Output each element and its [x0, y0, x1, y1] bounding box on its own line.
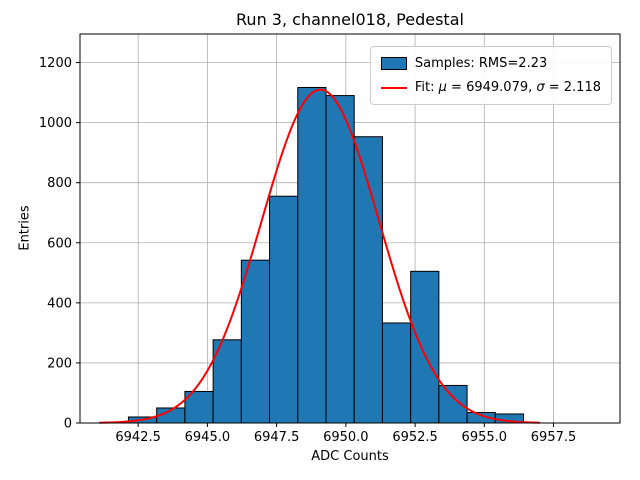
x-tick-label: 6952.5: [392, 430, 438, 445]
x-tick-label: 6957.5: [531, 430, 577, 445]
histogram-bar: [212, 339, 242, 424]
y-axis-label: Entries: [17, 205, 33, 251]
fit-label-text: Fit:: [414, 80, 439, 95]
histogram-bar: [269, 195, 299, 424]
legend: Samples: RMS=2.23 Fit: μ = 6949.079, σ =…: [369, 46, 612, 105]
fit-line-swatch-icon: [380, 86, 407, 89]
histogram-bar: [381, 322, 412, 424]
histogram-bar: [297, 86, 327, 424]
y-tick-label: 200: [47, 356, 72, 371]
x-tick-label: 6950.0: [323, 430, 369, 445]
x-tick-label: 6945.0: [185, 430, 231, 445]
y-tick-label: 0: [64, 417, 72, 432]
y-tick-label: 800: [47, 176, 72, 191]
y-tick-label: 400: [47, 296, 72, 311]
fit-curve: [99, 88, 540, 424]
histogram-bar: [410, 270, 440, 424]
histogram-bar: [325, 95, 355, 424]
axes-spines: [79, 33, 621, 424]
histogram-bar: [240, 259, 271, 424]
legend-entry-fit: Fit: μ = 6949.079, σ = 2.118: [380, 78, 601, 97]
legend-entry-samples: Samples: RMS=2.23: [380, 54, 601, 73]
legend-samples-label: Samples: RMS=2.23: [414, 56, 548, 71]
histogram-bar: [438, 384, 468, 424]
x-tick-label: 6942.5: [115, 430, 161, 445]
histogram-bar: [353, 136, 383, 424]
x-axis-label: ADC Counts: [311, 449, 389, 464]
y-tick-label: 1200: [39, 56, 72, 71]
chart-title: Run 3, channel018, Pedestal: [236, 10, 464, 29]
x-tick-label: 6947.5: [254, 430, 300, 445]
greek-symbol: μ: [438, 80, 447, 95]
greek-symbol: σ: [536, 80, 545, 95]
histogram-swatch-icon: [380, 57, 407, 70]
y-tick-label: 1000: [39, 116, 72, 131]
y-tick-label: 600: [47, 236, 72, 251]
fit-label-text: = 2.118: [544, 80, 601, 95]
fit-label-text: = 6949.079,: [446, 80, 537, 95]
x-tick-label: 6955.0: [462, 430, 508, 445]
legend-fit-label: Fit: μ = 6949.079, σ = 2.118: [415, 78, 601, 97]
